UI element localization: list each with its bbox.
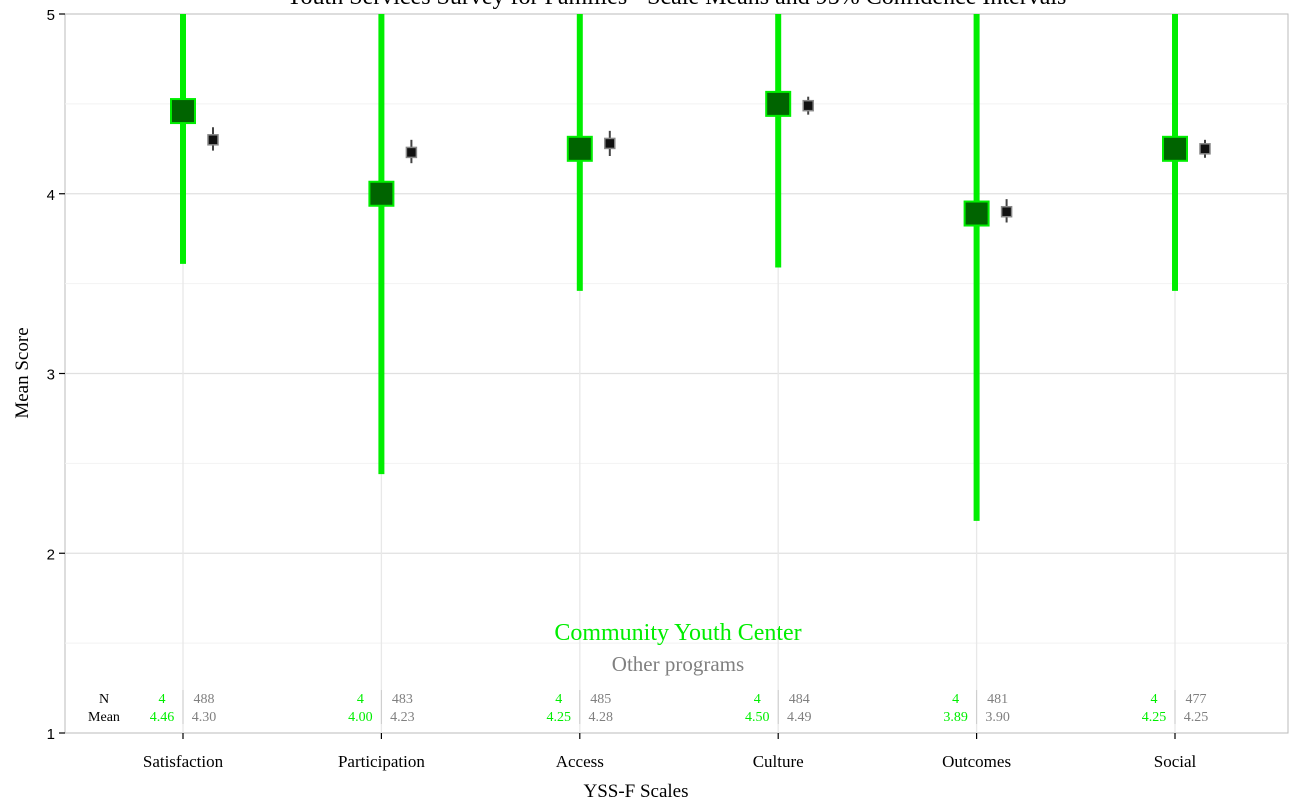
n-other: 481 xyxy=(987,692,1008,707)
mean-marker-program xyxy=(170,98,196,125)
mean-program: 4.25 xyxy=(1142,710,1167,725)
y-tick-label: 5 xyxy=(47,7,55,24)
x-tick-label: Social xyxy=(1154,752,1197,771)
n-program: 4 xyxy=(952,692,959,707)
mean-other: 4.28 xyxy=(589,710,614,725)
n-other: 485 xyxy=(590,692,611,707)
mean-marker-other xyxy=(405,146,418,159)
summary-table: 4 4.46 488 4.30 4 4.00 483 4.23 4 4.25 485 4.28 4 4.5… xyxy=(150,690,1209,725)
mean-marker-other xyxy=(1199,143,1211,155)
mean-marker-program xyxy=(1162,135,1188,162)
mean-other: 4.30 xyxy=(192,710,217,725)
mean-other: 4.49 xyxy=(787,710,812,725)
mean-marker-program xyxy=(765,90,792,117)
mean-program: 4.00 xyxy=(348,710,373,725)
legend-series-2: Other programs xyxy=(612,652,744,676)
mean-program: 4.46 xyxy=(150,710,175,725)
chart-title: Youth Services Survey for Families - Sca… xyxy=(286,0,1067,10)
n-program: 4 xyxy=(754,692,761,707)
series-layer xyxy=(170,14,1211,521)
mean-marker-program xyxy=(368,180,395,207)
row-label-n: N xyxy=(99,692,109,707)
y-tick-label: 4 xyxy=(47,187,55,204)
legend-series-1: Community Youth Center xyxy=(554,620,801,646)
y-tick-label: 2 xyxy=(47,546,55,563)
mean-other: 3.90 xyxy=(985,710,1010,725)
mean-program: 4.50 xyxy=(745,710,770,725)
mean-marker-program xyxy=(566,135,593,162)
x-tick-label: Satisfaction xyxy=(143,752,224,771)
x-tick-label: Outcomes xyxy=(942,752,1011,771)
mean-program: 3.89 xyxy=(943,710,968,725)
mean-program: 4.25 xyxy=(547,710,572,725)
grid-minor xyxy=(65,103,1288,644)
mean-other: 4.25 xyxy=(1184,710,1209,725)
mean-marker-program xyxy=(963,200,990,227)
y-axis-label: Mean Score xyxy=(12,327,33,418)
n-program: 4 xyxy=(357,692,364,707)
n-program: 4 xyxy=(159,692,166,707)
n-other: 477 xyxy=(1186,692,1207,707)
n-program: 4 xyxy=(1151,692,1158,707)
n-other: 483 xyxy=(392,692,413,707)
row-label-mean: Mean xyxy=(88,710,120,725)
mean-marker-other xyxy=(207,134,219,146)
mean-marker-other xyxy=(604,137,616,150)
grid-major xyxy=(65,193,1288,554)
mean-marker-other xyxy=(1000,205,1013,218)
n-other: 484 xyxy=(789,692,810,707)
axes: 1 2 3 4 5 Satisfaction Participation Access Cult… xyxy=(47,7,1197,771)
x-tick-label: Access xyxy=(556,752,604,771)
n-other: 488 xyxy=(194,692,215,707)
n-program: 4 xyxy=(555,692,562,707)
y-tick-label: 1 xyxy=(47,726,55,743)
mean-other: 4.23 xyxy=(390,710,415,725)
mean-marker-other xyxy=(802,99,814,112)
x-axis-label: YSS-F Scales xyxy=(583,781,688,802)
x-tick-label: Culture xyxy=(753,752,804,771)
y-tick-label: 3 xyxy=(47,367,55,384)
x-tick-label: Participation xyxy=(338,752,425,771)
